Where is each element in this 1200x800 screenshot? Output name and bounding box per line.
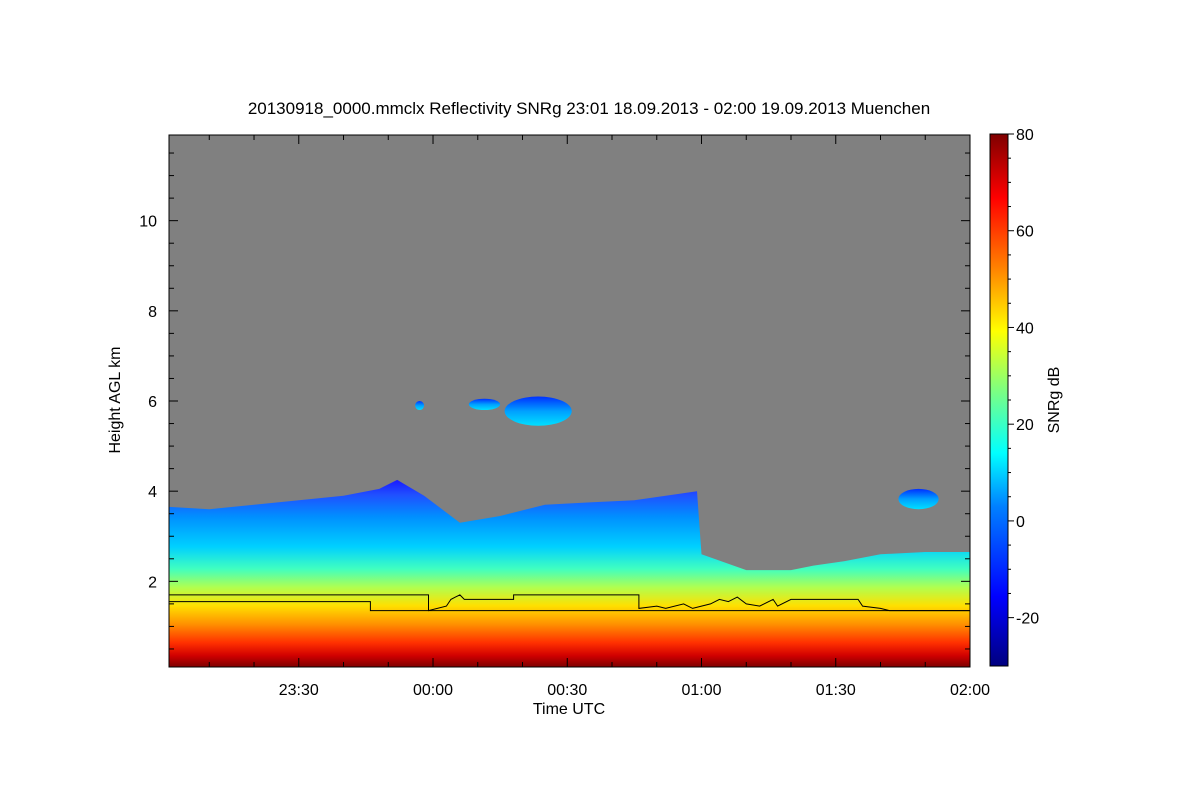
echo-field xyxy=(169,396,970,667)
boundary-lines xyxy=(169,594,970,612)
x-axis-label: Time UTC xyxy=(533,701,605,718)
plot-area: 23:30 00:00 00:30 01:00 01:30 02:00 2 4 6 8 10 xyxy=(139,134,990,699)
series-line xyxy=(169,594,970,612)
x-tick-label: 02:00 xyxy=(950,682,990,699)
y-tick-label: 2 xyxy=(148,574,157,591)
upper-cloud-layer xyxy=(504,396,572,426)
echo-region xyxy=(169,479,970,667)
y-axis: 2 4 6 8 10 xyxy=(139,152,970,650)
y-tick-label: 8 xyxy=(148,304,157,321)
y-tick-label: 6 xyxy=(148,394,157,411)
colorbar-tick-label: 40 xyxy=(1016,320,1034,337)
colorbar-tick-label: 80 xyxy=(1016,127,1034,144)
colorbar-gradient xyxy=(989,133,1009,667)
x-tick-label: 00:30 xyxy=(547,682,587,699)
x-tick-label: 01:30 xyxy=(816,682,856,699)
upper-cloud-layer xyxy=(415,401,425,411)
x-tick-label: 01:00 xyxy=(681,682,721,699)
x-axis: 23:30 00:00 00:30 01:00 01:30 02:00 xyxy=(208,135,990,699)
x-tick-label: 00:00 xyxy=(413,682,453,699)
colorbar-tick-label: 0 xyxy=(1016,514,1025,531)
colorbar-ticks: -20 0 20 40 60 80 xyxy=(1008,127,1039,628)
colorbar-label: SNRg dB xyxy=(1046,367,1063,434)
y-axis-label: Height AGL km xyxy=(107,346,124,453)
y-tick-label: 4 xyxy=(148,484,157,501)
colorbar-tick-label: 60 xyxy=(1016,224,1034,241)
upper-cloud-layer xyxy=(898,488,939,510)
upper-cloud-layer xyxy=(468,398,501,411)
colorbar-tick-label: -20 xyxy=(1016,611,1039,628)
series-line xyxy=(169,601,970,612)
chart-title: 20130918_0000.mmclx Reflectivity SNRg 23… xyxy=(248,99,930,118)
colorbar: -20 0 20 40 60 80 SNRg dB xyxy=(989,127,1063,667)
x-tick-label: 23:30 xyxy=(279,682,319,699)
y-tick-label: 10 xyxy=(139,214,157,231)
colorbar-tick-label: 20 xyxy=(1016,417,1034,434)
